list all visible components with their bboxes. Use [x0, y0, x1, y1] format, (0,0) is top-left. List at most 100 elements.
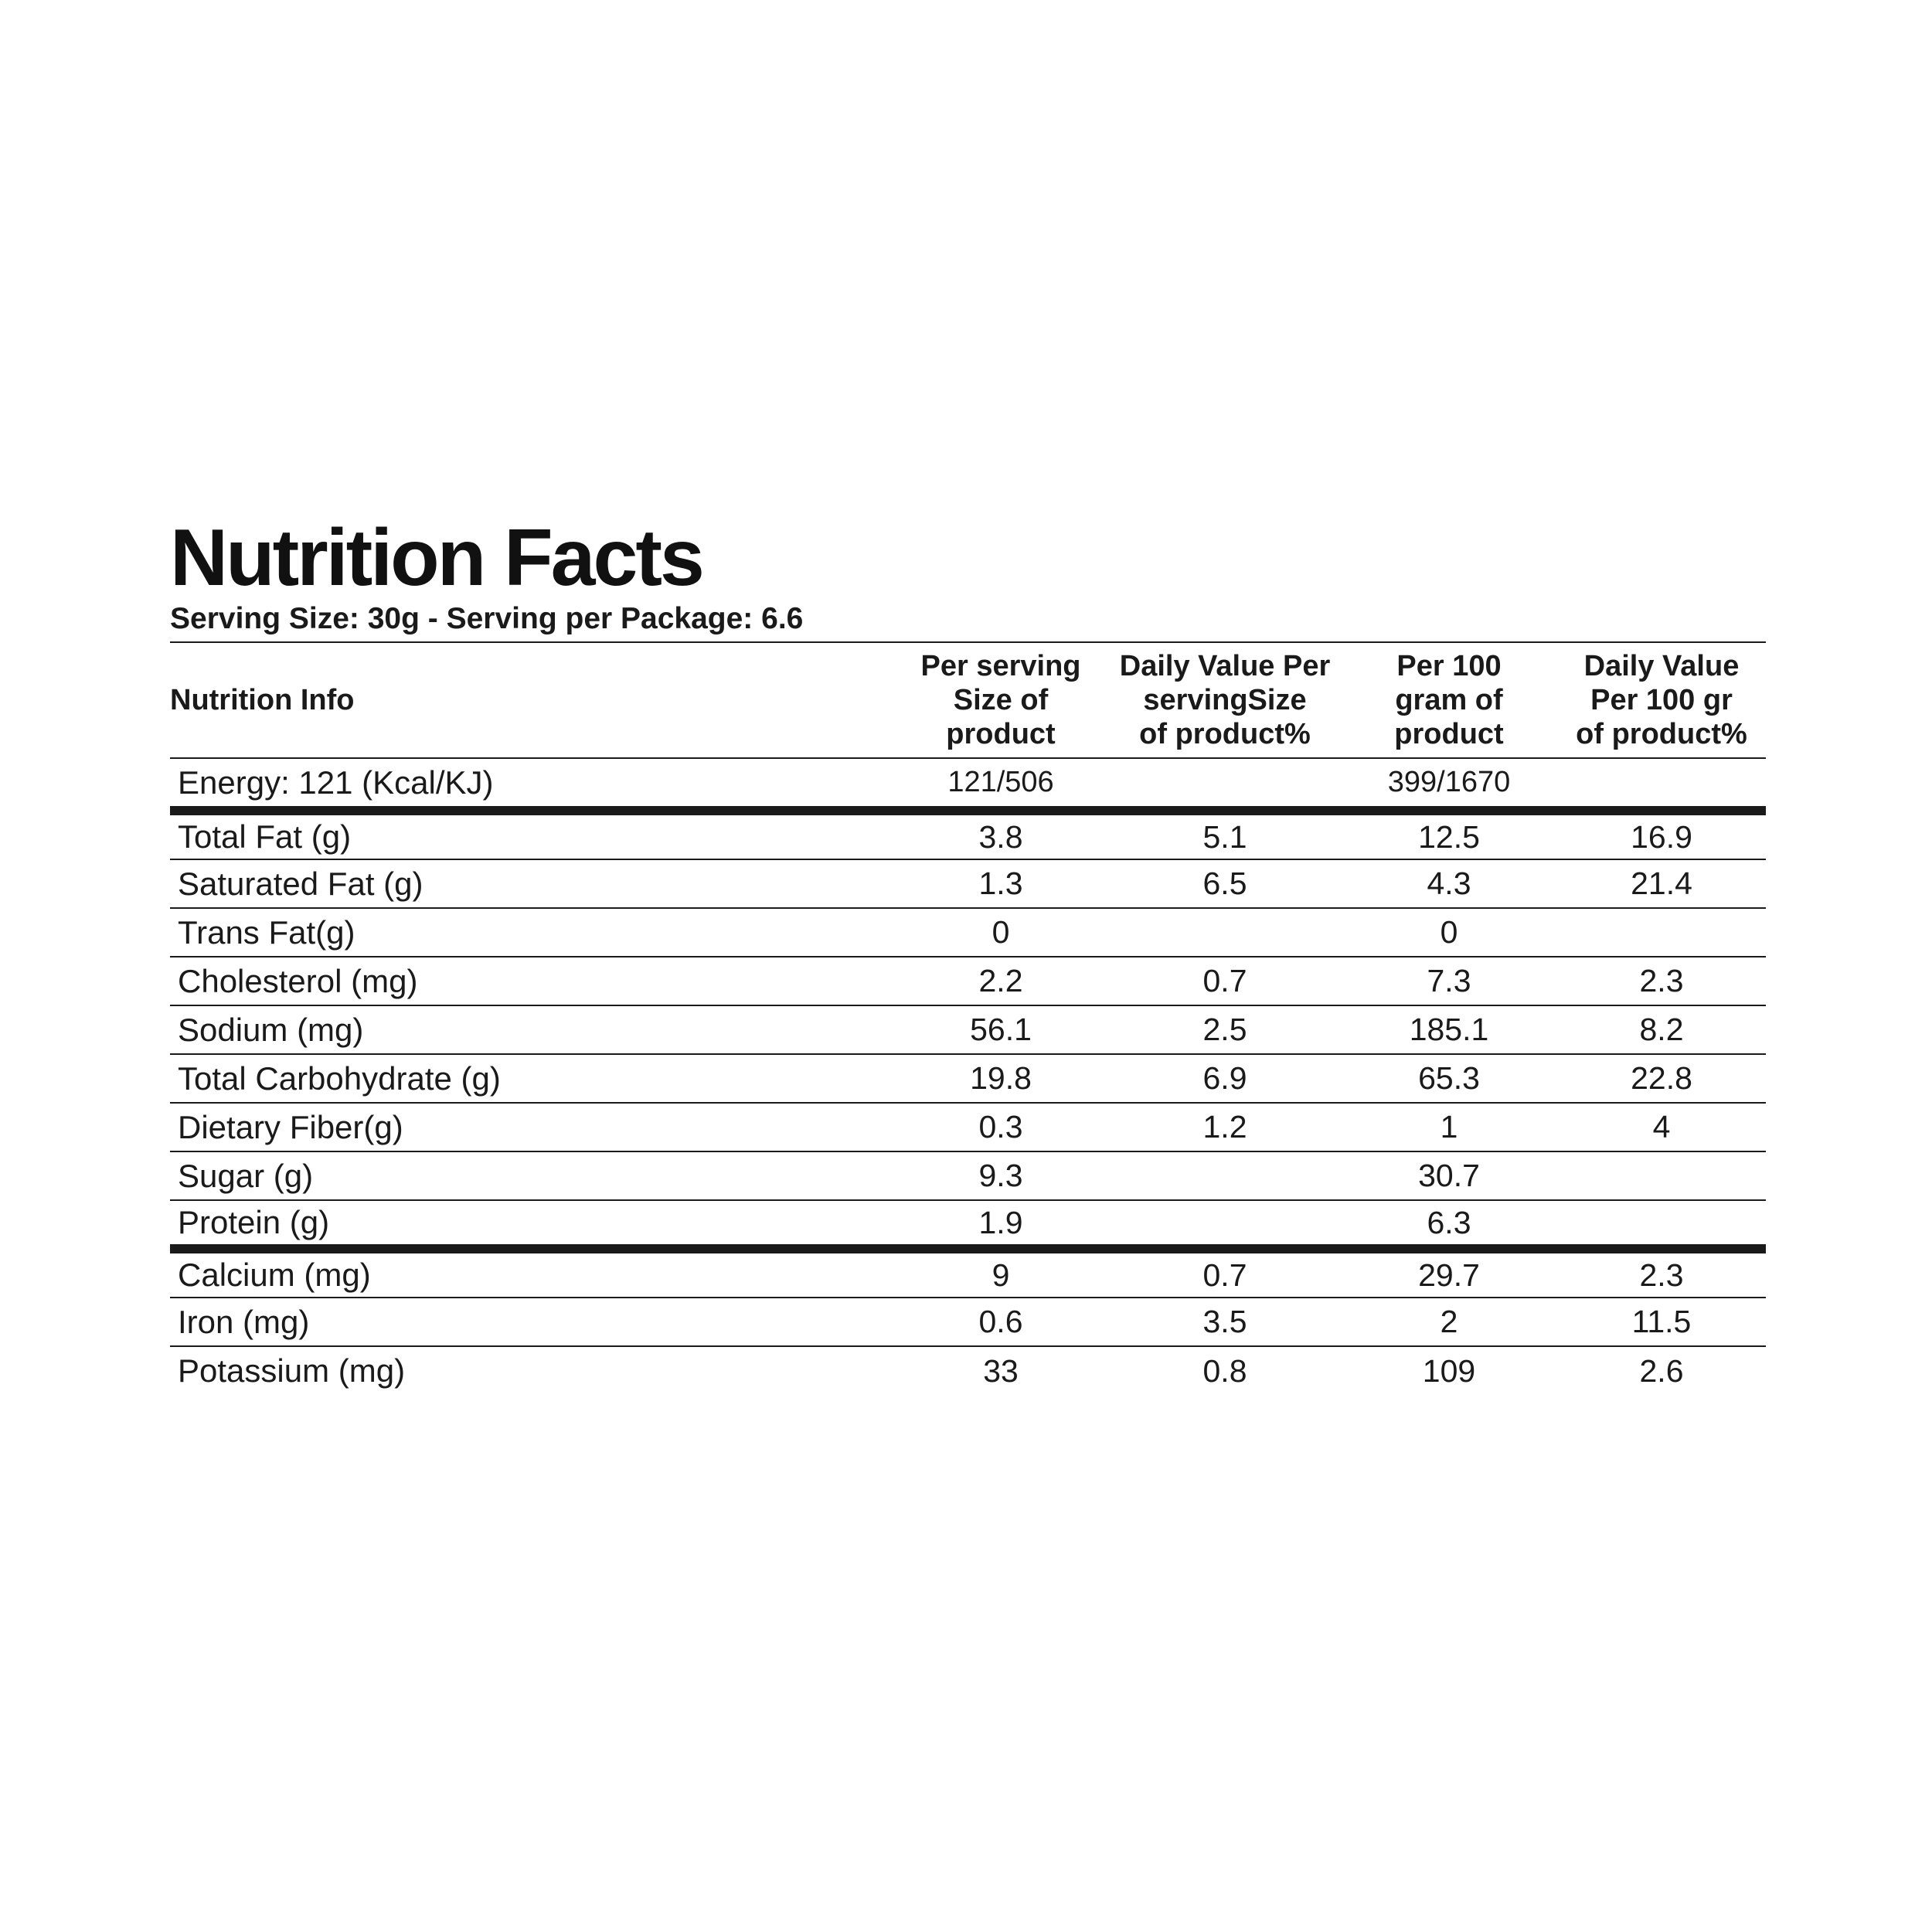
header-line: Daily Value Per: [1119, 650, 1331, 682]
dv-100g-value: 4: [1557, 1103, 1766, 1152]
per-serving-value: 9: [893, 1249, 1109, 1298]
dv-100g-value: [1557, 1151, 1766, 1201]
per-100g-value: 185.1: [1341, 1005, 1557, 1055]
dv-serving-value: [1109, 1200, 1341, 1253]
header-line: Per 100: [1396, 650, 1502, 682]
dv-serving-value: 0.8: [1202, 1352, 1247, 1389]
header-daily-value-100g: Daily Value Per 100 gr of product%: [1557, 641, 1766, 759]
label-title: Nutrition Facts: [170, 513, 705, 603]
nutrient-name: Cholesterol (mg): [170, 957, 893, 1006]
dv-100g-value: 11.5: [1557, 1298, 1766, 1347]
header-line: of product%: [1576, 718, 1747, 750]
nutrient-name: Iron (mg): [170, 1298, 893, 1347]
per-100g-value: 30.7: [1341, 1151, 1557, 1201]
table-header: Nutrition Info Per serving Size of produ…: [170, 641, 1766, 759]
nutrient-name: Saturated Fat (g): [170, 859, 893, 909]
per-serving-value: 121/506: [893, 758, 1109, 815]
per-serving-value: 0.3: [893, 1103, 1109, 1152]
table-row-saturated-fat: Saturated Fat (g) 1.3 6.5 4.3 21.4: [170, 859, 1766, 909]
nutrient-name: Sodium (mg): [170, 1005, 893, 1055]
table-row-calcium: Calcium (mg) 9 0.7 29.7 2.3: [170, 1249, 1766, 1298]
per-100g-value: 12.5: [1341, 811, 1557, 860]
serving-info: Serving Size: 30g - Serving per Package:…: [170, 602, 804, 635]
per-100g-value: 399/1670: [1341, 758, 1557, 815]
dv-serving-value: 6.5: [1109, 859, 1341, 909]
header-nutrition-info: Nutrition Info: [170, 641, 893, 759]
per-100g-value: 6.3: [1341, 1200, 1557, 1253]
header-daily-value-serving: Daily Value Per servingSize of product%: [1109, 641, 1341, 759]
nutrient-name: Total Carbohydrate (g): [170, 1054, 893, 1104]
table-row-sugar: Sugar (g) 9.3 30.7: [170, 1151, 1766, 1201]
table-row-trans-fat: Trans Fat(g) 0 0: [170, 908, 1766, 957]
table-row-protein: Protein (g) 1.9 6.3: [170, 1200, 1766, 1253]
header-line: Daily Value: [1583, 650, 1740, 682]
per-100g-value: 65.3: [1341, 1054, 1557, 1104]
table-row-total-carbohydrate: Total Carbohydrate (g) 19.8 6.9 65.3 22.…: [170, 1054, 1766, 1104]
per-100g-value: 7.3: [1341, 957, 1557, 1006]
nutrient-name: Calcium (mg): [170, 1249, 893, 1298]
per-100g-value: 2: [1341, 1298, 1557, 1347]
table-row-dietary-fiber: Dietary Fiber(g) 0.3 1.2 1 4: [170, 1103, 1766, 1152]
nutrient-name: Energy: 121 (Kcal/KJ): [170, 758, 893, 815]
nutrition-label-header: Nutrition Facts Serving Size: 30g - Serv…: [170, 518, 1766, 636]
per-serving-value: 3.8: [893, 811, 1109, 860]
dv-100g-value: 2.6: [1639, 1352, 1684, 1389]
dv-100g-value: 8.2: [1557, 1005, 1766, 1055]
dv-100g-value: 22.8: [1557, 1054, 1766, 1104]
dv-100g-value: [1557, 908, 1766, 957]
nutrient-name: Total Fat (g): [170, 811, 893, 860]
nutrient-name: Sugar (g): [170, 1151, 893, 1201]
header-row: Nutrition Info Per serving Size of produ…: [170, 641, 1766, 759]
dv-serving-value: 3.5: [1109, 1298, 1341, 1347]
header-line: Per 100 gr: [1590, 684, 1733, 716]
dv-100g-value: [1557, 1200, 1766, 1253]
table-row-total-fat: Total Fat (g) 3.8 5.1 12.5 16.9: [170, 811, 1766, 860]
per-serving-value: 19.8: [893, 1054, 1109, 1104]
header-line: servingSize: [1143, 684, 1307, 716]
per-serving-value: 2.2: [893, 957, 1109, 1006]
table-row-sodium: Sodium (mg) 56.1 2.5 185.1 8.2: [170, 1005, 1766, 1055]
nutrition-table: Nutrition Info Per serving Size of produ…: [170, 641, 1766, 1395]
table-row-cholesterol: Cholesterol (mg) 2.2 0.7 7.3 2.3: [170, 957, 1766, 1006]
per-100g-value: 109: [1422, 1352, 1476, 1389]
dv-100g-value: 2.3: [1557, 1249, 1766, 1298]
dv-100g-value: 21.4: [1557, 859, 1766, 909]
per-serving-value: 56.1: [893, 1005, 1109, 1055]
dv-100g-value: 2.3: [1557, 957, 1766, 1006]
dv-serving-value: 0.7: [1109, 957, 1341, 1006]
nutrient-name: Protein (g): [170, 1200, 893, 1253]
dv-serving-value: 0.7: [1109, 1249, 1341, 1298]
per-serving-value: 1.3: [893, 859, 1109, 909]
per-serving-value: 0: [893, 908, 1109, 957]
dv-100g-value: [1557, 758, 1766, 815]
dv-serving-value: [1109, 1151, 1341, 1201]
per-100g-value: 0: [1341, 908, 1557, 957]
header-line: Per serving: [920, 650, 1081, 682]
per-serving-value: 33: [983, 1352, 1019, 1389]
dv-serving-value: 1.2: [1109, 1103, 1341, 1152]
dv-serving-value: 6.9: [1109, 1054, 1341, 1104]
header-per-serving: Per serving Size of product: [893, 641, 1109, 759]
per-serving-value: 0.6: [893, 1298, 1109, 1347]
nutrient-name: Trans Fat(g): [170, 908, 893, 957]
per-serving-value: 1.9: [893, 1200, 1109, 1253]
table-row-energy: Energy: 121 (Kcal/KJ) 121/506 399/1670: [170, 758, 1766, 815]
header-line: product: [1394, 718, 1504, 750]
dv-serving-value: 5.1: [1109, 811, 1341, 860]
nutrient-name: Potassium (mg): [178, 1352, 406, 1389]
header-line: gram of: [1395, 684, 1503, 716]
header-line: of product%: [1139, 718, 1311, 750]
dv-serving-value: [1109, 758, 1341, 815]
dv-serving-value: 2.5: [1109, 1005, 1341, 1055]
header-line: Size of: [953, 684, 1049, 716]
dv-serving-value: [1109, 908, 1341, 957]
table-row-potassium: Potassium (mg) 33 0.8 109 2.6: [170, 1346, 1766, 1395]
nutrient-name: Dietary Fiber(g): [170, 1103, 893, 1152]
table-body: Energy: 121 (Kcal/KJ) 121/506 399/1670 T…: [170, 758, 1766, 1395]
header-per-100g: Per 100 gram of product: [1341, 641, 1557, 759]
header-line: product: [946, 718, 1056, 750]
per-serving-value: 9.3: [893, 1151, 1109, 1201]
per-100g-value: 1: [1341, 1103, 1557, 1152]
table-row-iron: Iron (mg) 0.6 3.5 2 11.5: [170, 1298, 1766, 1347]
dv-100g-value: 16.9: [1557, 811, 1766, 860]
